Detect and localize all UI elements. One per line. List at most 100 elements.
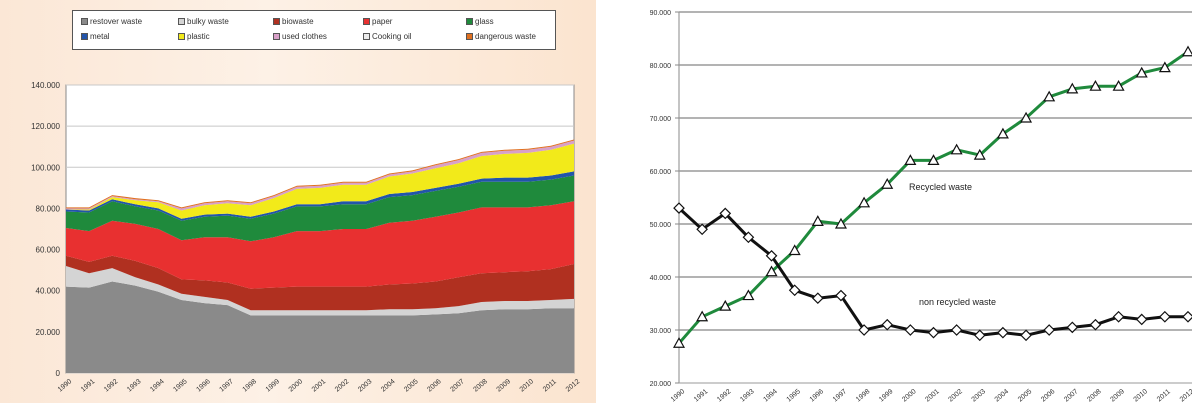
area-series-restover-waste (66, 281, 574, 373)
data-point-recycled-waste (811, 215, 824, 226)
data-point-recycled-waste (1066, 82, 1079, 94)
y-tick-label: 60.000 (36, 246, 61, 255)
data-point-non-recycled-waste (811, 292, 824, 305)
legend-swatch (466, 33, 473, 40)
stacked-area-chart: 0 20.000 40.000 60.000 80.000 100.000 120.000 1… (31, 81, 582, 394)
data-point-non-recycled-waste (927, 326, 940, 339)
y-tick-label: 100.000 (31, 163, 60, 172)
x-tick-label: 1993 (739, 388, 756, 403)
data-point-non-recycled-waste (950, 324, 963, 336)
x-tick-label: 1994 (762, 388, 779, 403)
data-point-non-recycled-waste (719, 207, 732, 220)
data-point-non-recycled-waste (1043, 324, 1056, 336)
x-tick-label: 2009 (1109, 388, 1126, 403)
x-tick-label: 2010 (1133, 388, 1150, 403)
data-point-non-recycled-waste (696, 223, 708, 236)
x-tick-label: 2011 (1156, 388, 1172, 403)
data-point-recycled-waste (1181, 45, 1192, 57)
x-tick-label: 2008 (472, 378, 489, 393)
series-label-recycled: Recycled waste (909, 182, 972, 192)
data-point-recycled-waste (1089, 79, 1102, 91)
y-tick-label: 50.000 (650, 222, 672, 229)
y-tick-label: 140.000 (31, 81, 60, 90)
x-tick-label: 1999 (878, 388, 895, 403)
legend-item: used clothes (273, 32, 327, 42)
data-point-non-recycled-waste (1112, 310, 1125, 323)
data-point-recycled-waste (881, 178, 894, 189)
x-tick-label: 1992 (716, 388, 733, 403)
legend-item: restover waste (81, 17, 142, 27)
x-tick-label: 1993 (126, 378, 143, 393)
legend-swatch (81, 33, 88, 40)
legend-label: metal (90, 32, 110, 41)
x-tick-label: 1991 (80, 378, 97, 393)
y-tick-label: 80.000 (650, 63, 672, 70)
legend-label: paper (372, 17, 393, 26)
legend-label: bulky waste (187, 17, 229, 26)
y-tick-label: 70.000 (650, 116, 672, 123)
legend-item: plastic (178, 32, 210, 42)
data-point-non-recycled-waste (997, 326, 1009, 339)
data-point-non-recycled-waste (765, 249, 778, 262)
y-tick-label: 120.000 (31, 122, 60, 131)
x-tick-label: 2007 (449, 378, 466, 393)
data-point-recycled-waste (950, 143, 963, 155)
x-tick-label: 1995 (786, 388, 803, 403)
legend-item: Cooking oil (363, 32, 412, 42)
x-tick-label: 1991 (693, 388, 710, 403)
x-tick-label: 2011 (542, 378, 558, 393)
x-tick-label: 2006 (426, 378, 443, 393)
x-tick-label: 2009 (496, 378, 513, 393)
data-point-recycled-waste (672, 337, 686, 348)
x-tick-label: 1997 (218, 378, 235, 393)
x-tick-label: 1996 (195, 378, 212, 393)
legend-swatch (178, 33, 185, 40)
legend-label: dangerous waste (475, 32, 536, 41)
x-tick-label: 1990 (57, 378, 74, 393)
legend-item: paper (363, 17, 392, 27)
data-point-recycled-waste (788, 244, 801, 256)
legend: restover waste bulky waste biowaste paper gl… (72, 10, 556, 50)
data-point-non-recycled-waste (1135, 313, 1148, 326)
x-tick-label: 2012 (1179, 388, 1192, 403)
x-tick-label: 2001 (924, 388, 941, 403)
legend-label: used clothes (282, 32, 327, 41)
x-tick-label: 2000 (288, 378, 305, 393)
y-tick-label: 30.000 (650, 328, 672, 335)
legend-item: bulky waste (178, 17, 229, 27)
data-point-recycled-waste (904, 154, 917, 165)
legend-swatch (178, 18, 185, 25)
legend-label: restover waste (90, 17, 143, 26)
area-series-glass (66, 175, 574, 242)
x-tick-label: 2006 (1040, 388, 1057, 403)
data-point-recycled-waste (696, 310, 709, 322)
data-point-non-recycled-waste (1020, 329, 1032, 342)
area-series-bulky-waste (66, 266, 574, 316)
y-tick-label: 90.000 (650, 10, 672, 17)
x-tick-label: 1997 (832, 388, 849, 403)
data-point-recycled-waste (1135, 66, 1148, 78)
legend-swatch (81, 18, 88, 25)
series-label-non-recycled: non recycled waste (919, 297, 996, 307)
x-tick-label: 2003 (971, 388, 988, 403)
x-tick-label: 2012 (565, 378, 582, 393)
legend-item: dangerous waste (466, 32, 536, 42)
legend-item: glass (466, 17, 494, 27)
x-tick-label: 2007 (1063, 388, 1080, 403)
data-point-non-recycled-waste (1089, 318, 1102, 331)
data-point-recycled-waste (1020, 111, 1033, 123)
data-point-recycled-waste (858, 196, 871, 208)
y-tick-label: 40.000 (650, 275, 672, 282)
legend-swatch (273, 18, 280, 25)
legend-label: Cooking oil (372, 32, 412, 41)
area-series-plastic (66, 143, 574, 219)
y-tick-label: 20.000 (36, 328, 61, 337)
y-tick-label: 60.000 (650, 169, 672, 176)
data-point-non-recycled-waste (835, 289, 847, 302)
data-point-recycled-waste (1112, 79, 1125, 91)
x-tick-label: 1996 (809, 388, 826, 403)
data-point-non-recycled-waste (1066, 321, 1079, 334)
data-point-recycled-waste (719, 299, 732, 311)
x-tick-label: 1992 (103, 378, 120, 393)
data-point-recycled-waste (927, 154, 940, 165)
